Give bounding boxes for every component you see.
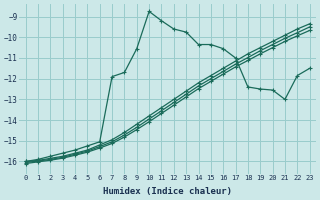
X-axis label: Humidex (Indice chaleur): Humidex (Indice chaleur)	[103, 187, 232, 196]
